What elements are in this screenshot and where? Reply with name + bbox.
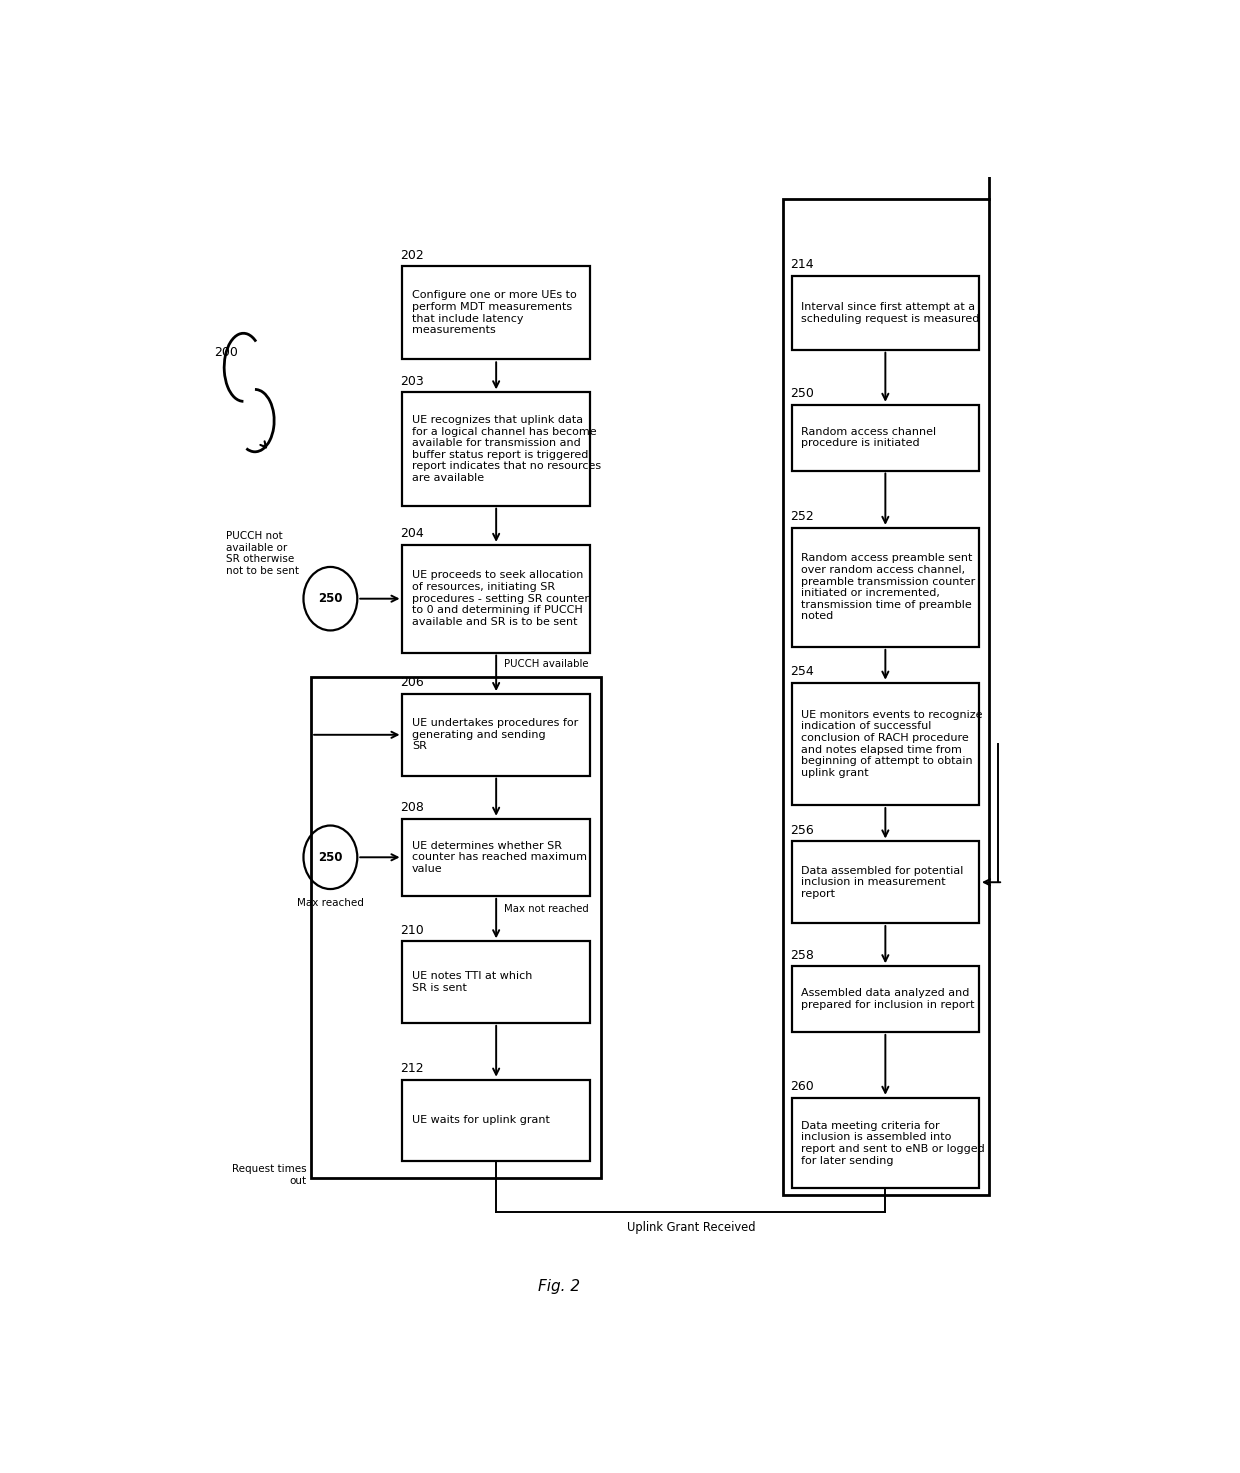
Text: Max reached: Max reached — [296, 899, 363, 909]
Text: 214: 214 — [790, 258, 813, 271]
FancyBboxPatch shape — [791, 841, 980, 924]
Text: UE undertakes procedures for
generating and sending
SR: UE undertakes procedures for generating … — [412, 719, 578, 751]
Text: Assembled data analyzed and
prepared for inclusion in report: Assembled data analyzed and prepared for… — [801, 988, 975, 1010]
Text: Configure one or more UEs to
perform MDT measurements
that include latency
measu: Configure one or more UEs to perform MDT… — [412, 290, 577, 336]
Text: PUCCH available: PUCCH available — [503, 660, 588, 669]
Text: 250: 250 — [319, 851, 342, 863]
FancyBboxPatch shape — [403, 267, 590, 359]
Text: 208: 208 — [401, 801, 424, 815]
FancyBboxPatch shape — [403, 694, 590, 776]
Text: Request times
out: Request times out — [232, 1164, 306, 1186]
Text: 202: 202 — [401, 249, 424, 262]
FancyBboxPatch shape — [403, 819, 590, 896]
Text: 258: 258 — [790, 949, 813, 962]
Text: Uplink Grant Received: Uplink Grant Received — [626, 1221, 755, 1234]
Text: 252: 252 — [790, 510, 813, 523]
Text: 254: 254 — [790, 666, 813, 678]
Text: UE recognizes that uplink data
for a logical channel has become
available for tr: UE recognizes that uplink data for a log… — [412, 415, 601, 483]
FancyBboxPatch shape — [403, 545, 590, 653]
FancyBboxPatch shape — [791, 966, 980, 1033]
Text: UE notes TTI at which
SR is sent: UE notes TTI at which SR is sent — [412, 971, 532, 993]
FancyBboxPatch shape — [791, 275, 980, 349]
Text: PUCCH not
available or
SR otherwise
not to be sent: PUCCH not available or SR otherwise not … — [226, 532, 299, 576]
FancyBboxPatch shape — [791, 682, 980, 806]
Text: 250: 250 — [319, 592, 342, 605]
Text: 260: 260 — [790, 1080, 813, 1093]
FancyBboxPatch shape — [791, 527, 980, 647]
Text: 203: 203 — [401, 374, 424, 387]
Text: Data meeting criteria for
inclusion is assembled into
report and sent to eNB or : Data meeting criteria for inclusion is a… — [801, 1121, 985, 1165]
Text: Fig. 2: Fig. 2 — [538, 1279, 579, 1293]
Text: Max not reached: Max not reached — [503, 904, 589, 915]
Text: UE monitors events to recognize
indication of successful
conclusion of RACH proc: UE monitors events to recognize indicati… — [801, 710, 983, 778]
Text: UE determines whether SR
counter has reached maximum
value: UE determines whether SR counter has rea… — [412, 841, 587, 873]
FancyBboxPatch shape — [403, 392, 590, 505]
Text: Random access preamble sent
over random access channel,
preamble transmission co: Random access preamble sent over random … — [801, 554, 976, 622]
Text: Interval since first attempt at a
scheduling request is measured: Interval since first attempt at a schedu… — [801, 302, 980, 324]
Text: 200: 200 — [215, 346, 238, 359]
Text: 256: 256 — [790, 823, 813, 837]
Text: 204: 204 — [401, 527, 424, 541]
FancyBboxPatch shape — [791, 1097, 980, 1189]
Text: 206: 206 — [401, 676, 424, 689]
Text: 212: 212 — [401, 1062, 424, 1075]
Text: UE proceeds to seek allocation
of resources, initiating SR
procedures - setting : UE proceeds to seek allocation of resour… — [412, 570, 589, 627]
Text: 210: 210 — [401, 924, 424, 937]
Text: Random access channel
procedure is initiated: Random access channel procedure is initi… — [801, 427, 936, 448]
FancyBboxPatch shape — [403, 1080, 590, 1161]
Text: Data assembled for potential
inclusion in measurement
report: Data assembled for potential inclusion i… — [801, 866, 963, 899]
Text: 250: 250 — [790, 387, 813, 401]
FancyBboxPatch shape — [791, 405, 980, 470]
Text: UE waits for uplink grant: UE waits for uplink grant — [412, 1115, 551, 1125]
FancyBboxPatch shape — [403, 941, 590, 1022]
